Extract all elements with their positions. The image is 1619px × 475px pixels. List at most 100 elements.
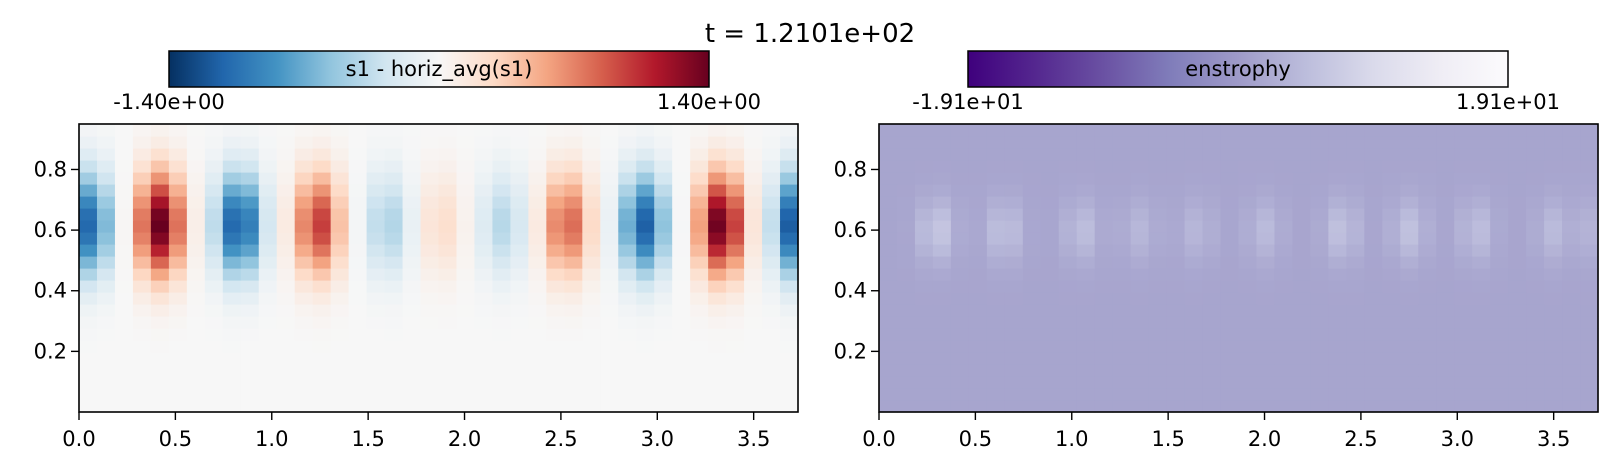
- heatmap-cell: [1310, 136, 1329, 149]
- heatmap-cell: [932, 244, 952, 257]
- heatmap-cell: [330, 208, 350, 221]
- heatmap-cell: [330, 244, 350, 257]
- heatmap-cell: [1328, 232, 1347, 245]
- heatmap-cell: [1526, 196, 1545, 209]
- heatmap-cell: [1364, 232, 1383, 245]
- heatmap-cell: [402, 388, 422, 401]
- heatmap-cell: [438, 256, 458, 269]
- heatmap-cell: [1418, 196, 1437, 209]
- heatmap-cell: [986, 376, 1006, 389]
- heatmap-cell: [636, 244, 655, 257]
- heatmap-cell: [1508, 160, 1527, 173]
- heatmap-cell: [950, 148, 970, 161]
- heatmap-cell: [1166, 328, 1186, 341]
- heatmap-cell: [1238, 136, 1258, 149]
- heatmap-cell: [276, 400, 296, 413]
- heatmap-cell: [96, 292, 116, 305]
- heatmap-cell: [1202, 292, 1222, 305]
- heatmap-cell: [456, 196, 476, 209]
- heatmap-cell: [1418, 184, 1437, 197]
- heatmap-cell: [330, 220, 350, 233]
- heatmap-cell: [1436, 400, 1455, 413]
- heatmap-cell: [914, 268, 934, 281]
- heatmap-cell: [744, 232, 763, 245]
- heatmap-cell: [690, 232, 709, 245]
- heatmap-cell: [492, 268, 512, 281]
- heatmap-cell: [1526, 208, 1545, 221]
- heatmap-cell: [708, 160, 727, 173]
- heatmap-cell: [1382, 280, 1401, 293]
- heatmap-cell: [1346, 136, 1365, 149]
- heatmap-cell: [474, 388, 494, 401]
- heatmap-cell: [1130, 184, 1150, 197]
- heatmap-cell: [582, 268, 601, 281]
- heatmap-cell: [1454, 184, 1473, 197]
- heatmap-cell: [240, 280, 260, 293]
- heatmap-cell: [438, 160, 458, 173]
- heatmap-cell: [950, 328, 970, 341]
- heatmap-cell: [1256, 220, 1276, 233]
- heatmap-cell: [879, 244, 898, 257]
- heatmap-cell: [1184, 388, 1204, 401]
- heatmap-cell: [1076, 208, 1096, 221]
- heatmap-cell: [330, 352, 350, 365]
- heatmap-cell: [968, 244, 988, 257]
- heatmap-cell: [744, 136, 763, 149]
- heatmap-cell: [1436, 160, 1455, 173]
- heatmap-cell: [79, 304, 98, 317]
- heatmap-cell: [896, 388, 916, 401]
- heatmap-cell: [474, 148, 494, 161]
- heatmap-cell: [1328, 316, 1347, 329]
- heatmap-cell: [384, 196, 404, 209]
- heatmap-cell: [1562, 304, 1581, 317]
- heatmap-cell: [986, 160, 1006, 173]
- y-tick-label: 0.4: [34, 279, 67, 303]
- x-tick-label: 1.5: [351, 427, 384, 451]
- heatmap-cell: [636, 256, 655, 269]
- heatmap-cell: [168, 304, 188, 317]
- heatmap-cell: [932, 184, 952, 197]
- heatmap-cell: [708, 148, 727, 161]
- heatmap-cell: [204, 304, 224, 317]
- heatmap-cell: [492, 184, 512, 197]
- heatmap-cell: [600, 292, 619, 305]
- heatmap-cell: [1166, 124, 1186, 137]
- heatmap-cell: [1508, 292, 1527, 305]
- heatmap-cell: [528, 292, 547, 305]
- heatmap-cell: [150, 148, 170, 161]
- heatmap-cell: [546, 352, 565, 365]
- heatmap-cell: [1112, 376, 1132, 389]
- heatmap-cell: [330, 160, 350, 173]
- heatmap-cell: [1562, 400, 1581, 413]
- heatmap-cell: [222, 280, 242, 293]
- heatmap-cell: [636, 328, 655, 341]
- heatmap-cell: [366, 184, 386, 197]
- heatmap-cell: [1508, 244, 1527, 257]
- heatmap-cell: [528, 280, 547, 293]
- heatmap-cell: [474, 136, 494, 149]
- heatmap-cell: [96, 352, 116, 365]
- heatmap-cell: [968, 364, 988, 377]
- heatmap-cell: [968, 256, 988, 269]
- heatmap-cell: [294, 136, 314, 149]
- heatmap-cell: [1076, 136, 1096, 149]
- heatmap-cell: [1472, 400, 1491, 413]
- heatmap-enstrophy-x-axis: 0.0 0.5 1.0 1.5 2.0 2.5 3.0 3.5: [862, 412, 1570, 451]
- heatmap-cell: [1166, 352, 1186, 365]
- heatmap-cell: [384, 244, 404, 257]
- heatmap-cell: [950, 136, 970, 149]
- heatmap-cell: [1274, 280, 1294, 293]
- colorbar-s1-bar: [168, 50, 710, 88]
- heatmap-cell: [1346, 400, 1365, 413]
- heatmap-cell: [1490, 400, 1509, 413]
- x-tick-label: 2.5: [1344, 427, 1377, 451]
- heatmap-cell: [1454, 364, 1473, 377]
- heatmap-cell: [654, 220, 673, 233]
- heatmap-cell: [780, 388, 799, 401]
- heatmap-cell: [1400, 304, 1419, 317]
- heatmap-cell: [1148, 232, 1168, 245]
- heatmap-cell: [1220, 256, 1240, 269]
- heatmap-cell: [456, 328, 476, 341]
- heatmap-cell: [618, 280, 637, 293]
- heatmap-cell: [1562, 196, 1581, 209]
